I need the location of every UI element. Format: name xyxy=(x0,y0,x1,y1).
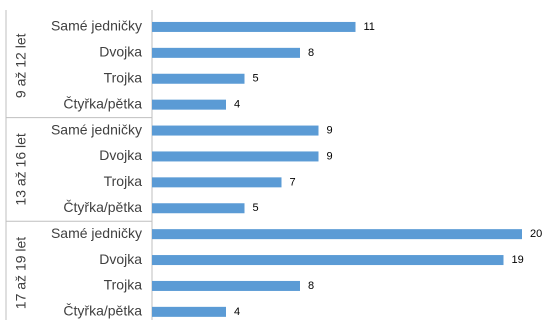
bar xyxy=(152,280,300,291)
bar-value-label: 8 xyxy=(308,280,314,292)
category-label: Trojka xyxy=(104,277,143,293)
group-label: 9 až 12 let xyxy=(13,33,29,98)
group-label: 17 až 19 let xyxy=(13,237,29,309)
bar xyxy=(152,47,300,58)
bar-value-label: 11 xyxy=(364,21,375,33)
bar xyxy=(152,177,282,188)
category-label: Čtyřka/pětka xyxy=(63,95,142,111)
group-label: 13 až 16 let xyxy=(13,133,29,205)
category-label: Samé jedničky xyxy=(51,121,142,137)
category-label: Trojka xyxy=(104,173,143,189)
bar xyxy=(152,203,245,214)
bar-value-label: 19 xyxy=(512,254,524,266)
category-label: Samé jedničky xyxy=(51,225,142,241)
category-label: Dvojka xyxy=(99,251,142,267)
bar-value-label: 4 xyxy=(234,99,240,111)
bar xyxy=(152,151,319,162)
category-label: Samé jedničky xyxy=(51,18,142,34)
category-label: Dvojka xyxy=(99,147,142,163)
bar-value-label: 9 xyxy=(327,124,333,136)
category-label: Čtyřka/pětka xyxy=(63,303,142,319)
bar-value-label: 8 xyxy=(308,47,314,59)
bar-value-label: 9 xyxy=(327,150,333,162)
bar-value-label: 5 xyxy=(253,202,259,214)
bar-value-label: 7 xyxy=(290,176,296,188)
bar-value-label: 20 xyxy=(530,228,542,240)
bar-value-label: 5 xyxy=(253,73,259,85)
bar-value-label: 4 xyxy=(234,306,240,318)
bar xyxy=(152,21,356,32)
bar xyxy=(152,125,319,136)
bar xyxy=(152,306,226,317)
category-label: Čtyřka/pětka xyxy=(63,199,142,215)
bar xyxy=(152,99,226,110)
category-label: Trojka xyxy=(104,69,143,85)
category-label: Dvojka xyxy=(99,44,142,60)
bar xyxy=(152,229,522,240)
bar xyxy=(152,255,504,266)
bar xyxy=(152,73,245,84)
